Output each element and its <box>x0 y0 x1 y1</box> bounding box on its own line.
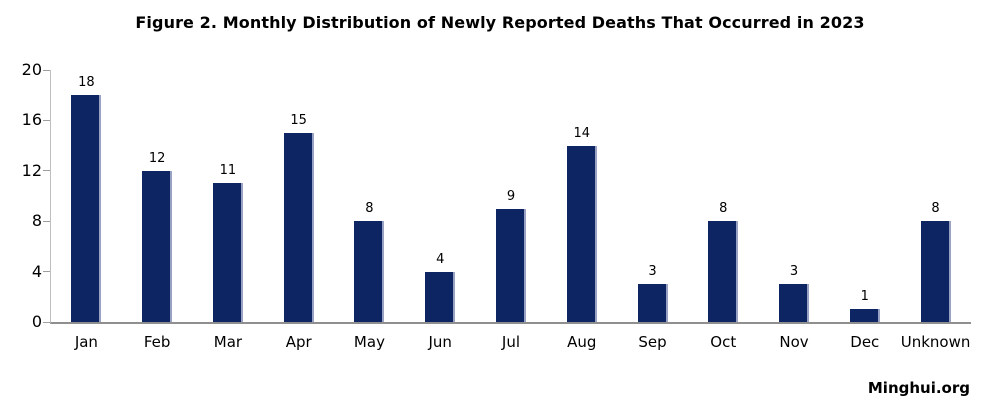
bar <box>354 221 385 322</box>
x-axis-label: May <box>353 333 385 351</box>
x-axis-label: Sep <box>638 333 667 351</box>
bar-column: 4 Jun <box>405 70 476 351</box>
y-axis-tick-label: 16 <box>21 110 42 130</box>
y-axis-tick-mark <box>43 271 50 273</box>
bar-value-label: 8 <box>365 201 374 216</box>
y-axis-tick-label: 0 <box>31 312 42 331</box>
y-axis-tick-label: 4 <box>31 261 42 281</box>
bar-value-label: 1 <box>860 289 869 304</box>
bar <box>779 284 810 322</box>
bar <box>212 183 243 322</box>
y-axis-tick-label: 8 <box>31 211 42 231</box>
y-axis-tick-mark <box>43 220 50 222</box>
x-axis-label: Oct <box>710 333 737 351</box>
x-axis-label: Unknown <box>900 333 971 351</box>
bar <box>637 284 668 322</box>
bar <box>495 209 526 322</box>
bar-value-label: 9 <box>506 189 516 204</box>
x-axis-label: Feb <box>143 333 171 351</box>
y-axis-tick-mark <box>43 170 50 172</box>
source-label: Minghui.org <box>867 379 970 397</box>
bar-column: 8 Unknown <box>900 70 971 351</box>
bar-column: 18 Jan <box>51 70 122 351</box>
bar-value-label: 8 <box>719 201 728 216</box>
bar-value-label: 18 <box>78 75 95 90</box>
bar-value-label: 11 <box>219 163 237 178</box>
y-axis-tick-mark <box>43 69 50 71</box>
bar <box>920 221 951 322</box>
bar-value-label: 3 <box>789 264 799 279</box>
bar <box>708 221 739 322</box>
bar-column: 12 Feb <box>122 70 193 351</box>
x-axis-label: Jun <box>428 333 452 351</box>
bar-column: 9 Jul <box>476 70 547 351</box>
bar <box>283 133 314 322</box>
bar <box>71 95 102 322</box>
chart-title: Figure 2. Monthly Distribution of Newly … <box>135 13 865 32</box>
bar-column: 11 Mar <box>193 70 264 351</box>
bar <box>566 146 597 322</box>
bar-value-label: 4 <box>436 252 445 267</box>
bar-series: 18 Jan 12 Feb 11 Mar 15 Apr 8 May 4 Jun 9 Jul 14 Aug 3 Se… <box>51 70 971 351</box>
y-axis-tick-label: 20 <box>21 60 42 79</box>
bar-column: 14 Aug <box>546 70 617 351</box>
x-axis-label: Jan <box>74 333 98 351</box>
y-axis-tick-label: 12 <box>21 160 42 180</box>
x-axis-label: Jul <box>501 333 521 351</box>
bar-value-label: 8 <box>931 201 940 216</box>
bar-value-label: 14 <box>573 126 591 141</box>
x-axis-label: Apr <box>285 333 312 351</box>
x-axis-label: Dec <box>850 333 880 351</box>
bar-column: 8 May <box>334 70 405 351</box>
x-axis-label: Aug <box>567 333 597 351</box>
plot-area: 18 Jan 12 Feb 11 Mar 15 Apr 8 May 4 Jun 9 Jul 14 Aug 3 Se… <box>22 62 971 351</box>
bar <box>142 171 173 322</box>
bar-column: 15 Apr <box>263 70 334 351</box>
bar-value-label: 12 <box>148 151 166 166</box>
bar <box>849 309 880 322</box>
bar-column: 3 Sep <box>617 70 688 351</box>
bar-value-label: 15 <box>290 113 307 128</box>
bar <box>425 272 456 322</box>
y-axis-tick-mark <box>43 321 50 323</box>
x-axis-label: Mar <box>213 333 243 351</box>
x-axis-label: Nov <box>779 333 809 351</box>
y-axis-tick-mark <box>43 119 50 121</box>
bar-column: 3 Nov <box>759 70 830 351</box>
bar-value-label: 3 <box>648 264 657 279</box>
bar-column: 8 Oct <box>688 70 759 351</box>
bar-column: 1 Dec <box>829 70 900 351</box>
